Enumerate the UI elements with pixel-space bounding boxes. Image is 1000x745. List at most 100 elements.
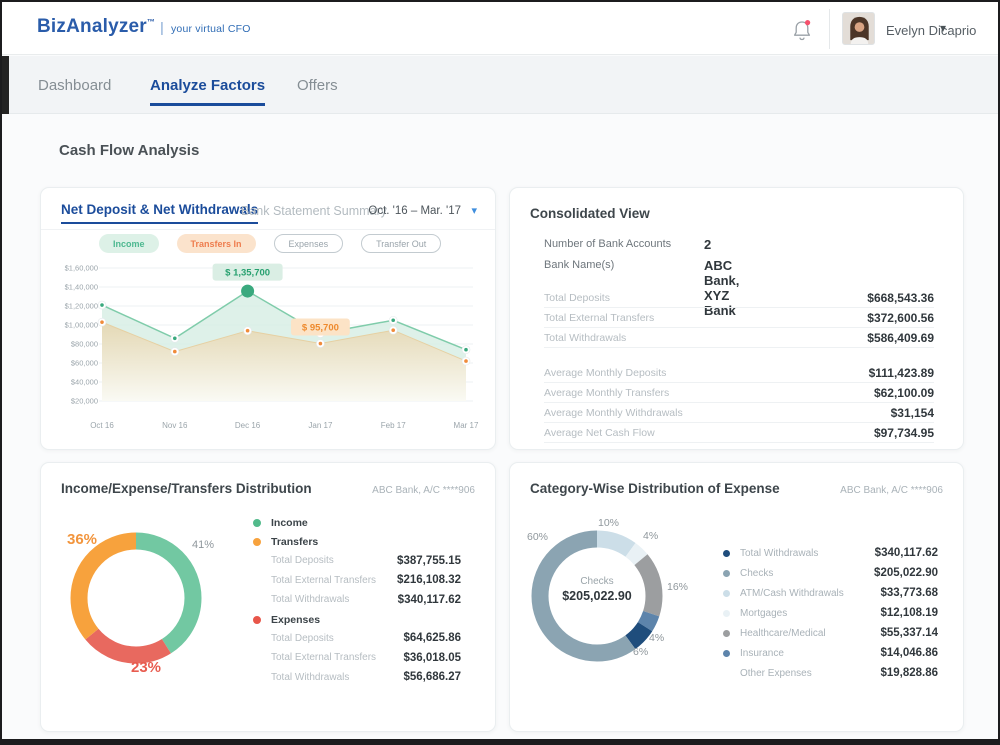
legend-label: Other Expenses [740, 668, 880, 679]
cashflow-line-chart: $20,000$40,000$60,000$80,000$1,00,000$1,… [61, 256, 481, 436]
user-name[interactable]: Evelyn Dicaprio [886, 23, 976, 38]
bank-accounts-row: Number of Bank Accounts 2 [544, 238, 671, 250]
legend-label: Checks [740, 568, 874, 579]
svg-text:Dec 16: Dec 16 [235, 421, 261, 430]
tab-dashboard[interactable]: Dashboard [38, 77, 111, 103]
stat-label: Total Withdrawals [544, 332, 626, 344]
series-filter-chips: Income Transfers In Expenses Transfer Ou… [99, 234, 441, 253]
category-legend-row: Total Withdrawals$340,117.62 [723, 543, 938, 563]
stat-row: Total External Transfers$372,600.56 [544, 308, 934, 328]
trademark: ™ [147, 18, 155, 27]
legend-item-row: Total Deposits $387,755.15 [253, 551, 461, 571]
top-header: BizAnalyzer™|your virtual CFO Evelyn Dic… [2, 2, 998, 55]
brand-separator: | [160, 19, 164, 35]
stat-value: $668,543.36 [867, 291, 934, 305]
bank-accounts-value: 2 [704, 237, 711, 252]
legend-item-label: Total Deposits [271, 555, 334, 566]
legend-item-value: $56,686.27 [403, 671, 461, 683]
category-legend-row: Healthcare/Medical$55,337.14 [723, 623, 938, 643]
user-avatar[interactable] [842, 12, 875, 45]
app-window: BizAnalyzer™|your virtual CFO Evelyn Dic… [0, 0, 1000, 745]
legend-dot-icon [723, 670, 730, 677]
legend-dot-icon [253, 616, 261, 624]
net-deposit-card: Net Deposit & Net Withdrawals Bank State… [40, 187, 496, 450]
svg-text:Jan 17: Jan 17 [308, 421, 333, 430]
filter-chip-transfer-out[interactable]: Transfer Out [361, 234, 441, 253]
stat-label: Average Net Cash Flow [544, 427, 655, 439]
category-account: ABC Bank, A/C ****906 [840, 485, 943, 496]
consolidated-view-card: Consolidated View Number of Bank Account… [509, 187, 964, 450]
legend-item-label: Total Withdrawals [271, 672, 349, 683]
svg-text:Feb 17: Feb 17 [381, 421, 406, 430]
stat-label: Average Monthly Withdrawals [544, 407, 683, 419]
stat-value: $62,100.09 [874, 386, 934, 400]
legend-group-name: Expenses [271, 614, 320, 626]
consolidated-view-title: Consolidated View [530, 206, 650, 221]
distribution-account: ABC Bank, A/C ****906 [372, 485, 475, 496]
stat-value: $111,423.89 [869, 366, 934, 380]
svg-text:$60,000: $60,000 [71, 359, 98, 368]
notification-dot [805, 20, 810, 25]
stat-row: Total Deposits$668,543.36 [544, 288, 934, 308]
legend-label: Insurance [740, 648, 880, 659]
bank-accounts-label: Number of Bank Accounts [544, 238, 671, 250]
net-deposit-title[interactable]: Net Deposit & Net Withdrawals [61, 202, 258, 224]
legend-group-income: Income [253, 514, 461, 532]
brand-logo: BizAnalyzer™|your virtual CFO [37, 16, 251, 38]
svg-text:$1,20,000: $1,20,000 [65, 302, 98, 311]
averages-stat-group: Average Monthly Deposits$111,423.89 Avera… [544, 363, 934, 443]
svg-text:Nov 16: Nov 16 [162, 421, 188, 430]
legend-dot-icon [723, 650, 730, 657]
legend-dot-icon [723, 550, 730, 557]
donut-pct-label: 41% [192, 539, 214, 551]
stat-label: Average Monthly Transfers [544, 387, 669, 399]
notification-bell-icon[interactable] [791, 18, 813, 42]
legend-item-value: $387,755.15 [397, 555, 461, 567]
legend-item-row: Total Withdrawals $56,686.27 [253, 668, 461, 688]
legend-item-label: Total External Transfers [271, 575, 376, 586]
filter-chip-expenses[interactable]: Expenses [274, 234, 344, 253]
category-legend-row: Insurance$14,046.86 [723, 643, 938, 663]
category-legend-row: Checks$205,022.90 [723, 563, 938, 583]
stat-value: $31,154 [891, 406, 934, 420]
filter-chip-income[interactable]: Income [99, 234, 159, 253]
legend-value: $33,773.68 [880, 587, 938, 599]
donut-pct-label: 60% [527, 531, 548, 543]
tab-offers[interactable]: Offers [297, 77, 338, 103]
svg-text:$ 95,700: $ 95,700 [302, 323, 339, 334]
tab-analyze-factors[interactable]: Analyze Factors [150, 77, 265, 106]
legend-dot-icon [253, 538, 261, 546]
donut-pct-label: 10% [598, 517, 619, 529]
svg-text:$80,000: $80,000 [71, 340, 98, 349]
brand-tagline: your virtual CFO [171, 23, 251, 35]
donut-pct-label: 4% [643, 530, 658, 542]
stat-row: Average Monthly Deposits$111,423.89 [544, 363, 934, 383]
date-range-caret-icon[interactable]: ▾ [471, 204, 477, 217]
legend-dot-icon [723, 630, 730, 637]
bottom-window-bar [2, 739, 1000, 745]
svg-text:$40,000: $40,000 [71, 378, 98, 387]
date-range-selector[interactable]: Oct. '16 – Mar. '17 [368, 205, 461, 217]
donut-pct-label: 16% [667, 581, 688, 593]
legend-item-row: Total Withdrawals$340,117.62 [253, 590, 461, 610]
legend-dot-icon [723, 590, 730, 597]
category-donut-center: Checks $205,022.90 [522, 576, 672, 603]
legend-value: $55,337.14 [880, 627, 938, 639]
category-card: Category-Wise Distribution of Expense AB… [509, 462, 964, 732]
legend-item-row: Total Deposits$64,625.86 [253, 629, 461, 649]
category-legend-row: Mortgages$12,108.19 [723, 603, 938, 623]
legend-label: Total Withdrawals [740, 548, 875, 559]
bank-names-row: Bank Name(s) ABC Bank, XYZ Bank [544, 259, 614, 271]
legend-item-row: Total External Transfers $216,108.32 [253, 571, 461, 591]
legend-dot-icon [723, 610, 730, 617]
svg-text:$ 1,35,700: $ 1,35,700 [225, 268, 270, 279]
distribution-legend: IncomeTransfersTotal Deposits$387,755.15… [253, 513, 461, 687]
user-menu-caret-icon[interactable]: ▾ [940, 21, 946, 35]
svg-text:$1,00,000: $1,00,000 [65, 321, 98, 330]
legend-item-value: $216,108.32 [397, 574, 461, 586]
filter-chip-transfers-in[interactable]: Transfers In [177, 234, 256, 253]
bank-statement-summary-link[interactable]: Bank Statement Summary [241, 204, 387, 218]
legend-label: Mortgages [740, 608, 880, 619]
legend-item-label: Total Deposits [271, 633, 334, 644]
stat-row: Average Net Cash Flow$97,734.95 [544, 423, 934, 443]
